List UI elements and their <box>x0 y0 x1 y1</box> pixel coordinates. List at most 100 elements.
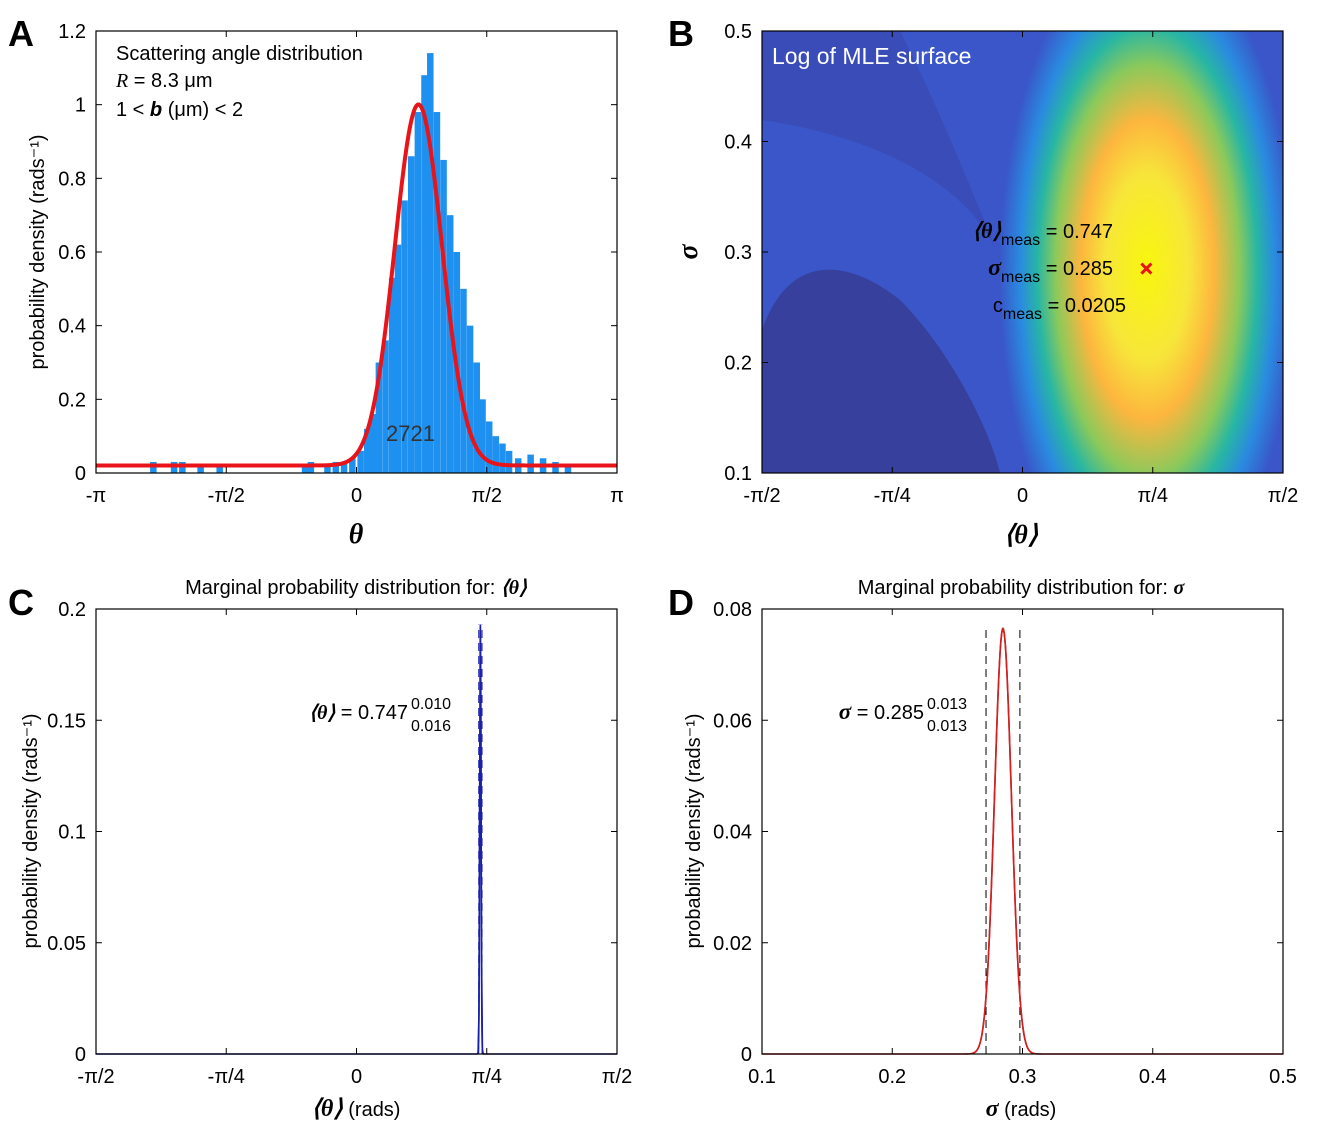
marginal-curve-c <box>96 624 617 1055</box>
annotation-impact-a: 1 < <box>116 99 150 121</box>
histogram-bar <box>150 461 157 473</box>
marginal-peak <box>477 624 484 1055</box>
annotation-c-meas: cmeas = 0.0205 <box>993 295 1126 323</box>
axes-d: 0.1 0.2 0.3 0.4 0.5 0 0.02 0.04 0.06 0.08 <box>713 599 1297 1088</box>
histogram-bar <box>394 244 402 473</box>
annotation-theta-estimate-val: = 0.747 <box>335 702 408 724</box>
histogram-bar <box>414 112 422 474</box>
chart-title-c-symbol: ⟨θ⟩ <box>501 577 527 599</box>
chart-title-c: Marginal probability distribution for: ⟨… <box>185 577 527 599</box>
chart-title-c-text: Marginal probability distribution for: <box>185 577 501 599</box>
x-tick-label-c: 0 <box>351 1066 362 1088</box>
fit-curve <box>96 102 617 468</box>
axes-c: -π/2 -π/4 0 π/4 π/2 0 0.05 0.1 0.15 0.2 <box>47 599 632 1088</box>
x-axis-label-c: ⟨θ⟩ (rads) <box>312 1096 401 1122</box>
panel-d: Marginal probability distribution for: σ… <box>683 577 1297 1122</box>
x-tick-label-b: -π/4 <box>874 485 911 507</box>
histogram-bar <box>485 421 493 473</box>
mle-maximum-marker <box>1140 262 1153 275</box>
histogram-bar <box>301 465 309 473</box>
histogram-bar <box>170 461 178 473</box>
y-tick-label-b: 0.3 <box>724 242 752 264</box>
x-tick-label-a: π/2 <box>472 485 502 507</box>
histogram-bar <box>499 443 506 473</box>
y-tick-label-a: 1 <box>75 95 86 117</box>
histogram-bar <box>446 215 454 473</box>
x-tick-label-d: 0.5 <box>1269 1066 1297 1088</box>
x-axis-label-c-unit: (rads) <box>343 1099 401 1121</box>
y-tick-label-c: 0.15 <box>47 710 86 732</box>
y-tick-label-a: 0.8 <box>58 168 86 190</box>
annotation-theta-sub: meas <box>1001 232 1040 249</box>
x-axis-label-d: σ (rads) <box>986 1096 1057 1122</box>
x-tick-label-a: -π/2 <box>208 485 245 507</box>
annotation-radius-value: = 8.3 μm <box>128 70 212 92</box>
y-tick-label-a: 1.2 <box>58 21 86 43</box>
count-label: 2721 <box>386 421 435 446</box>
mle-surface-upper-dark <box>762 31 1000 260</box>
histogram-bar <box>216 465 223 473</box>
marker-stroke <box>1140 262 1153 275</box>
histogram-bar <box>382 340 389 473</box>
annotation-sigma-val: = 0.285 <box>1040 258 1113 280</box>
y-tick-label-d: 0.06 <box>713 710 752 732</box>
annotation-theta-meas: ⟨θ⟩meas = 0.747 <box>972 218 1113 249</box>
annotation-impact-c: (μm) < 2 <box>162 99 243 121</box>
x-tick-label-c: π/2 <box>602 1066 632 1088</box>
plot-frame-a <box>95 30 618 474</box>
annotation-title: Scattering angle distribution <box>116 43 363 65</box>
panel-letter-b: B <box>668 13 694 54</box>
annotation-sigma-estimate: σ = 0.285 <box>839 699 924 724</box>
histogram-bar <box>479 399 486 473</box>
annotation-radius-var: R <box>115 70 128 92</box>
x-axis-label-b: ⟨θ⟩ <box>1004 520 1039 549</box>
mle-surface <box>762 31 1283 473</box>
panel-letter-a: A <box>8 13 34 54</box>
chart-title-d: Marginal probability distribution for: σ <box>858 577 1186 599</box>
y-tick-label-c: 0.1 <box>58 822 86 844</box>
plot-frame-c <box>95 608 618 1055</box>
y-tick-label-a: 0.6 <box>58 242 86 264</box>
y-tick-label-c: 0.05 <box>47 933 86 955</box>
chart-title-d-text: Marginal probability distribution for: <box>858 577 1174 599</box>
histogram-bar <box>427 53 434 473</box>
y-axis-label-a: probability density (rads⁻¹) <box>27 134 49 369</box>
x-tick-label-a: 0 <box>351 485 362 507</box>
annotation-sigma-estimate-sym: σ <box>839 699 852 724</box>
annotation-sigma-sub: meas <box>1001 269 1040 286</box>
annotation-theta-val: = 0.747 <box>1040 221 1113 243</box>
y-tick-label-a: 0.4 <box>58 316 86 338</box>
y-tick-label-d: 0 <box>741 1044 752 1066</box>
y-tick-label-b: 0.1 <box>724 463 752 485</box>
x-axis-label-a: θ <box>349 519 364 550</box>
x-tick-label-d: 0.1 <box>748 1066 776 1088</box>
y-tick-label-b: 0.5 <box>724 21 752 43</box>
y-tick-label-d: 0.02 <box>713 933 752 955</box>
histogram-bar <box>357 450 364 473</box>
annotation-sigma-upper: 0.013 <box>927 696 967 713</box>
marginal-curve-d <box>762 626 1283 1055</box>
panel-letter-c: C <box>8 582 34 623</box>
x-tick-label-c: -π/2 <box>77 1066 114 1088</box>
annotation-impact-b: b <box>150 99 162 121</box>
y-tick-label-d: 0.04 <box>713 822 752 844</box>
panel-c: Marginal probability distribution for: ⟨… <box>20 577 632 1122</box>
histogram-bar <box>332 461 340 473</box>
histogram-bar <box>197 465 204 473</box>
annotation-theta-lower: 0.016 <box>411 718 451 735</box>
x-tick-label-b: π/2 <box>1268 485 1298 507</box>
annotation-impact: 1 < b (μm) < 2 <box>116 99 243 121</box>
y-tick-label-a: 0.2 <box>58 389 86 411</box>
x-tick-label-d: 0.3 <box>1009 1066 1037 1088</box>
y-tick-label-d: 0.08 <box>713 599 752 621</box>
histogram-bar <box>388 277 396 473</box>
x-tick-label-a: -π <box>86 485 106 507</box>
panel-a: -π -π/2 0 π/2 π 0 0.2 0.4 0.6 0.8 1 1.2 Scattering … <box>27 21 624 550</box>
annotation-sigma-sym: σ <box>988 255 1002 281</box>
histogram-bar <box>421 75 428 473</box>
mle-surface-trough <box>762 269 1000 473</box>
x-tick-label-b: -π/2 <box>743 485 780 507</box>
histogram-bar <box>375 362 383 473</box>
x-tick-label-d: 0.2 <box>878 1066 906 1088</box>
annotation-c-val: = 0.0205 <box>1042 295 1126 317</box>
